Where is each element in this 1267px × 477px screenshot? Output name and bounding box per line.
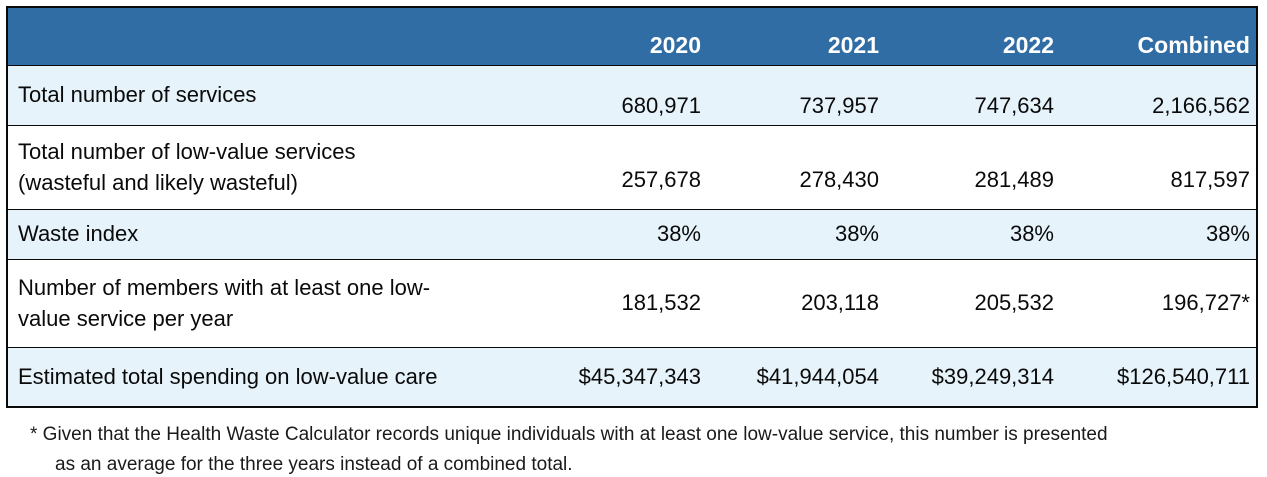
- table-row: Total number of services 680,971 737,957 74…: [7, 65, 1257, 125]
- cell-value: 196,727*: [1161, 290, 1250, 315]
- table-row: Number of members with at least one low-…: [7, 259, 1257, 347]
- cell-value: 281,489: [974, 166, 1054, 192]
- waste-calculator-table: 2020 2021 2022 Combined Total number of ser…: [6, 6, 1258, 408]
- row-label: Total number of low-value services (wast…: [18, 138, 356, 195]
- column-header-2022: 2022: [885, 7, 1060, 66]
- cell-value: 737,957: [799, 92, 879, 118]
- column-header-combined: Combined: [1060, 7, 1257, 66]
- header-empty-cell: [7, 7, 559, 66]
- table-row: Waste index 38% 38% 38% 38%: [7, 209, 1257, 259]
- cell-value: $41,944,054: [756, 363, 879, 389]
- cell-value: $126,540,711: [1117, 363, 1250, 389]
- header-row: 2020 2021 2022 Combined: [7, 7, 1257, 66]
- cell-value: $39,249,314: [931, 363, 1054, 389]
- column-header-2021: 2021: [707, 7, 885, 66]
- cell-value: $45,347,343: [578, 363, 701, 389]
- table-row: Total number of low-value services (wast…: [7, 125, 1257, 209]
- cell-value: 203,118: [801, 290, 879, 315]
- cell-value: 747,634: [974, 92, 1054, 118]
- footnote: * Given that the Health Waste Calculator…: [30, 424, 1108, 476]
- cell-value: 38%: [1009, 221, 1054, 246]
- row-label: Total number of services: [18, 82, 257, 108]
- cell-value: 38%: [1205, 221, 1250, 246]
- cell-value: 817,597: [1170, 166, 1250, 192]
- cell-value: 205,532: [974, 290, 1054, 315]
- table-row: Estimated total spending on low-value ca…: [7, 347, 1257, 407]
- cell-value: 38%: [834, 221, 879, 246]
- cell-value: 181,532: [621, 290, 701, 315]
- cell-value: 257,678: [621, 166, 701, 192]
- column-header-2020: 2020: [559, 7, 707, 66]
- cell-value: 38%: [656, 221, 701, 246]
- cell-value: 2,166,562: [1152, 92, 1250, 118]
- row-label: Waste index: [18, 221, 139, 247]
- cell-value: 680,971: [621, 92, 701, 118]
- row-label: Number of members with at least one low-…: [18, 274, 431, 331]
- cell-value: 278,430: [799, 166, 879, 192]
- row-label: Estimated total spending on low-value ca…: [18, 364, 438, 390]
